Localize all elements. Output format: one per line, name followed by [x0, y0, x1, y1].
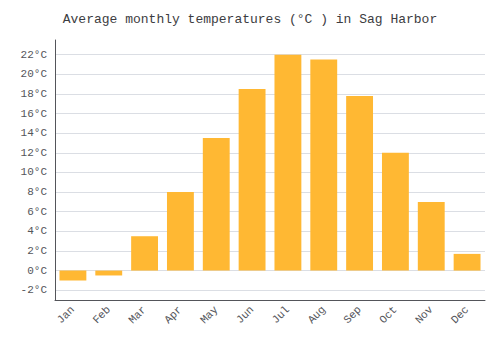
svg-text:18°C: 18°C: [21, 88, 48, 100]
svg-text:12°C: 12°C: [21, 147, 48, 159]
svg-text:Jul: Jul: [270, 304, 292, 326]
svg-text:Oct: Oct: [377, 304, 399, 326]
svg-text:6°C: 6°C: [27, 206, 47, 218]
svg-text:8°C: 8°C: [27, 186, 47, 198]
svg-text:0°C: 0°C: [27, 265, 47, 277]
svg-text:14°C: 14°C: [21, 127, 48, 139]
svg-text:Apr: Apr: [162, 304, 184, 326]
svg-text:20°C: 20°C: [21, 68, 48, 80]
svg-text:2°C: 2°C: [27, 245, 47, 257]
svg-text:4°C: 4°C: [27, 225, 47, 237]
svg-text:Jan: Jan: [55, 304, 77, 326]
svg-text:Sep: Sep: [341, 304, 363, 326]
svg-text:10°C: 10°C: [21, 166, 48, 178]
svg-text:Aug: Aug: [306, 304, 328, 326]
svg-text:Mar: Mar: [126, 304, 148, 326]
svg-text:22°C: 22°C: [21, 49, 48, 61]
svg-text:Feb: Feb: [91, 304, 113, 326]
svg-text:16°C: 16°C: [21, 108, 48, 120]
svg-text:Jun: Jun: [234, 304, 256, 326]
svg-text:May: May: [198, 303, 221, 326]
svg-text:Dec: Dec: [449, 304, 471, 326]
svg-text:Average monthly temperatures (: Average monthly temperatures (°C ) in Sa…: [63, 12, 437, 27]
svg-text:Nov: Nov: [413, 303, 436, 326]
svg-text:-2°C: -2°C: [21, 284, 48, 296]
